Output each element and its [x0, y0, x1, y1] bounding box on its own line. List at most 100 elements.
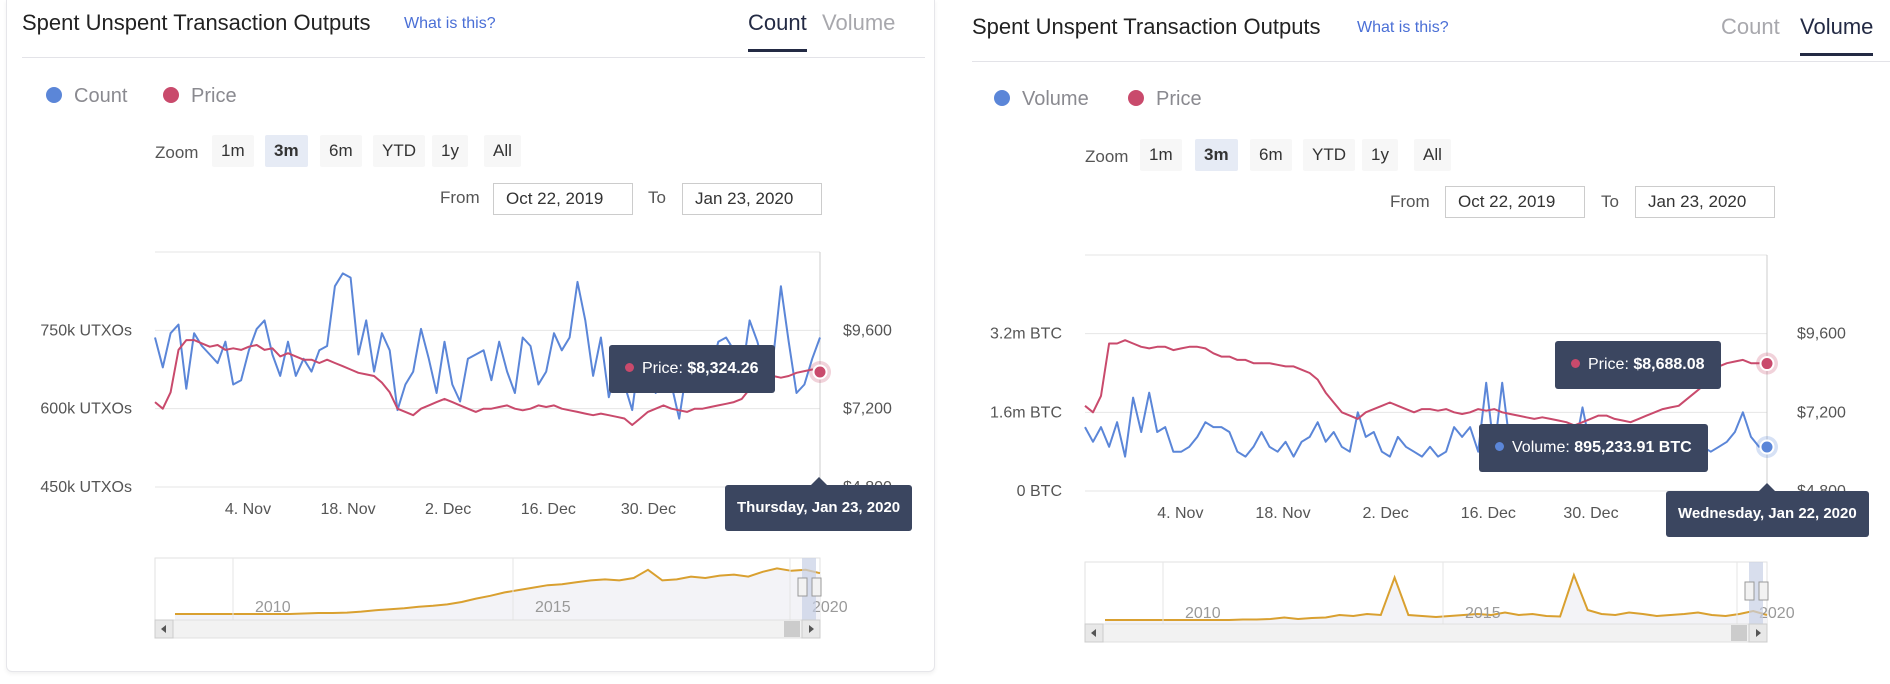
- legend-dot-icon: [163, 87, 179, 103]
- tooltip-label: Price:: [1588, 356, 1629, 373]
- y-left-tick-label: 3.2m BTC: [990, 326, 1062, 343]
- zoom-all-button[interactable]: All: [1414, 139, 1451, 171]
- scrollbar-track: [1084, 623, 1768, 643]
- to-date-input[interactable]: Jan 23, 2020: [682, 183, 822, 215]
- y-left-tick-label: 450k UTXOs: [40, 479, 132, 496]
- tab-count[interactable]: Count: [1721, 14, 1780, 39]
- legend-item-price[interactable]: Price: [1128, 88, 1202, 111]
- to-date-input[interactable]: Jan 23, 2020: [1635, 186, 1775, 218]
- navigator-handle-icon: [811, 577, 822, 597]
- scroll-right-arrow-icon: [809, 625, 814, 633]
- panel-title: Spent Unspent Transaction Outputs: [22, 10, 371, 35]
- zoom-ytd-button[interactable]: YTD: [373, 135, 425, 167]
- what-is-this-link[interactable]: What is this?: [404, 15, 496, 32]
- navigator-handle-icon: [797, 577, 808, 597]
- panel-header: Spent Unspent Transaction Outputs What i…: [972, 4, 1890, 62]
- y-left-tick-label: 600k UTXOs: [40, 401, 132, 418]
- navigator-year-label: 2015: [535, 599, 571, 616]
- zoom-1m-button[interactable]: 1m: [212, 135, 254, 167]
- navigator-selection: [1749, 562, 1763, 626]
- tooltip-value: 895,233.91 BTC: [1574, 439, 1692, 456]
- zoom-1m-button[interactable]: 1m: [1140, 139, 1182, 171]
- zoom-3m-button[interactable]: 3m: [265, 135, 308, 167]
- zoom-label: Zoom: [155, 143, 199, 162]
- price-tooltip: Price: $8,324.26: [609, 345, 775, 393]
- tab-volume[interactable]: Volume: [822, 10, 896, 35]
- navigator-selection: [802, 558, 816, 620]
- x-tick-label: 16. Dec: [1461, 505, 1516, 522]
- navigator-line: [1105, 572, 1768, 621]
- legend-item-volume[interactable]: Volume: [994, 88, 1089, 111]
- x-tick-label: 30. Dec: [1563, 505, 1618, 522]
- y-right-tick-label: $7,200: [1797, 404, 1846, 421]
- x-tick-label: 30. Dec: [621, 501, 676, 518]
- zoom-label: Zoom: [1085, 147, 1129, 166]
- from-date-input[interactable]: Oct 22, 2019: [493, 183, 633, 215]
- y-right-tick-label: $9,600: [843, 322, 892, 339]
- price-tooltip: Price: $8,688.08: [1555, 341, 1721, 389]
- zoom-all-button[interactable]: All: [484, 135, 521, 167]
- tooltip-label: Volume:: [1512, 439, 1570, 456]
- y-right-tick-label: $9,600: [1797, 326, 1846, 343]
- legend-label: Price: [1156, 88, 1202, 110]
- tooltip-value: $8,324.26: [687, 360, 759, 377]
- y-left-tick-label: 1.6m BTC: [990, 404, 1062, 421]
- y-right-tick-label: $7,200: [843, 401, 892, 418]
- x-tick-label: 18. Nov: [320, 501, 375, 518]
- date-tooltip: Thursday, Jan 23, 2020: [725, 477, 913, 531]
- tab-count[interactable]: Count: [748, 10, 807, 52]
- series-line-price: [154, 339, 821, 426]
- zoom-3m-button[interactable]: 3m: [1195, 139, 1238, 171]
- scrollbar-thumb: [784, 621, 800, 637]
- legend-item-price[interactable]: Price: [163, 85, 237, 108]
- navigator-line: [175, 567, 821, 615]
- from-label: From: [440, 188, 480, 207]
- hover-marker: [1759, 439, 1775, 455]
- tooltip-dot-icon: [1571, 359, 1580, 368]
- tooltip-dot-icon: [625, 363, 634, 372]
- date-tooltip: Wednesday, Jan 22, 2020: [1666, 483, 1869, 537]
- scroll-left-arrow-icon: [1091, 629, 1096, 637]
- scroll-right-arrow-icon: [1756, 629, 1761, 637]
- legend-label: Count: [74, 85, 128, 107]
- to-label: To: [1601, 192, 1619, 211]
- navigator-handle-icon: [1758, 581, 1769, 601]
- zoom-ytd-button[interactable]: YTD: [1303, 139, 1355, 171]
- series-line-price: [1084, 339, 1768, 427]
- volume-tooltip: Volume: 895,233.91 BTC: [1479, 424, 1708, 472]
- scroll-left-arrow-icon: [161, 625, 166, 633]
- tab-volume[interactable]: Volume: [1800, 14, 1874, 56]
- y-left-tick-label: 750k UTXOs: [40, 322, 132, 339]
- hover-marker: [812, 364, 828, 380]
- zoom-6m-button[interactable]: 6m: [320, 135, 362, 167]
- to-label: To: [648, 188, 666, 207]
- tooltip-dot-icon: [1495, 442, 1504, 451]
- legend-label: Volume: [1022, 88, 1089, 110]
- zoom-1y-button[interactable]: 1y: [1362, 139, 1398, 171]
- legend-label: Price: [191, 85, 237, 107]
- what-is-this-link[interactable]: What is this?: [1357, 19, 1449, 36]
- legend-dot-icon: [46, 87, 62, 103]
- navigator-year-label: 2015: [1465, 605, 1501, 622]
- tooltip-label: Price:: [642, 360, 683, 377]
- panel-title: Spent Unspent Transaction Outputs: [972, 14, 1321, 39]
- zoom-6m-button[interactable]: 6m: [1250, 139, 1292, 171]
- from-date-input[interactable]: Oct 22, 2019: [1445, 186, 1585, 218]
- legend-item-count[interactable]: Count: [46, 85, 127, 108]
- navigator-year-label: 2020: [1759, 605, 1795, 622]
- panel-header: Spent Unspent Transaction Outputs What i…: [22, 0, 925, 58]
- y-left-tick-label: 0 BTC: [1017, 483, 1062, 500]
- hover-marker: [1759, 356, 1775, 372]
- zoom-1y-button[interactable]: 1y: [432, 135, 468, 167]
- utxo-volume-panel: Spent Unspent Transaction Outputs What i…: [945, 0, 1890, 684]
- navigator-year-label: 2010: [255, 599, 291, 616]
- navigator-year-label: 2020: [812, 599, 848, 616]
- navigator-year-label: 2010: [1185, 605, 1221, 622]
- x-tick-label: 16. Dec: [521, 501, 576, 518]
- from-label: From: [1390, 192, 1430, 211]
- scrollbar-thumb: [1731, 625, 1747, 641]
- x-tick-label: 4. Nov: [1157, 505, 1203, 522]
